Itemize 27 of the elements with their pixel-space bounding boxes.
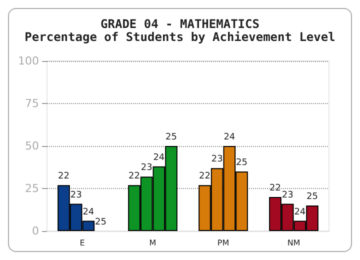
series-label: 23 [70, 190, 82, 200]
text: 25 [236, 158, 248, 168]
y-tick-label: 0 [32, 224, 39, 238]
y-tick-label: 100 [18, 54, 39, 68]
chart-subtitle: Percentage of Students by Achievement Level [24, 30, 336, 44]
text: 24 [153, 152, 165, 163]
text: 25 [95, 218, 106, 228]
y-tick-label: 25 [25, 182, 39, 195]
x-tick-label: PM [217, 238, 230, 248]
x-tick-label: M [149, 238, 156, 248]
series-label: 25 [306, 192, 318, 202]
y-tick-label: 50 [25, 140, 39, 152]
chart-title: GRADE 04 - MATHEMATICS [100, 17, 260, 31]
text: 23 [211, 154, 223, 165]
series-label: 22 [128, 172, 140, 182]
x-tick-label: NM [287, 238, 300, 248]
text: 22 [270, 184, 281, 194]
series-label: 24 [82, 207, 94, 218]
text: 23 [282, 190, 294, 200]
text: 24 [294, 207, 306, 218]
text: 23 [140, 163, 152, 174]
y-tick-label: 75 [25, 97, 39, 110]
text: 25 [166, 132, 177, 142]
text: 22 [58, 172, 70, 182]
text: 22 [199, 172, 210, 182]
text: 24 [224, 132, 236, 142]
x-tick-label: E [80, 238, 85, 248]
